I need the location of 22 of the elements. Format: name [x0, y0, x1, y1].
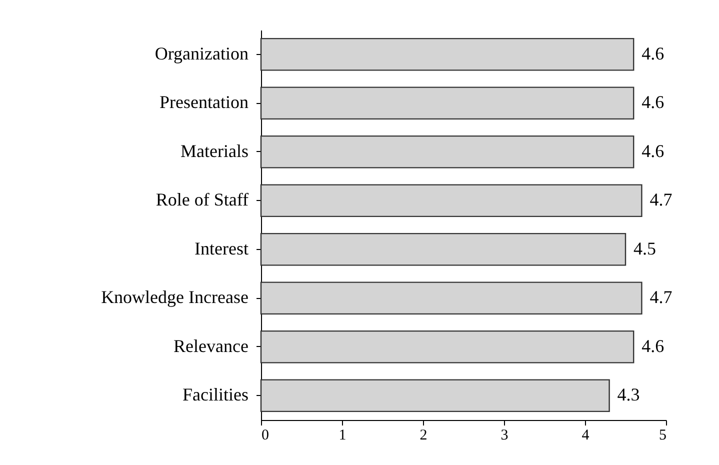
- x-tick-label: 4: [582, 428, 590, 444]
- data-label: 4.3: [617, 384, 640, 405]
- x-tick-label: 2: [420, 428, 428, 444]
- y-tick-label: Role of Staff: [156, 190, 249, 210]
- x-tick-label: 0: [262, 428, 269, 444]
- data-label: 4.7: [650, 190, 672, 210]
- data-label: 4.6: [642, 43, 664, 64]
- y-tick-label: Presentation: [160, 92, 248, 112]
- data-label: 4.7: [650, 287, 672, 308]
- x-tick-label: 3: [500, 428, 508, 444]
- data-label: 4.6: [642, 336, 664, 356]
- data-label: 4.5: [634, 238, 656, 258]
- y-tick-label: Interest: [194, 238, 248, 258]
- y-tick-label: Relevance: [174, 336, 249, 356]
- x-tick-label: 1: [338, 428, 346, 444]
- y-tick-label: Organization: [154, 43, 248, 64]
- data-label: 4.6: [642, 140, 664, 161]
- data-label: 4.6: [642, 92, 664, 112]
- y-tick-label: Knowledge Increase: [101, 287, 248, 308]
- y-tick-label: Facilities: [182, 384, 248, 405]
- y-tick-label: Materials: [180, 140, 248, 161]
- x-tick-label: 5: [659, 428, 666, 444]
